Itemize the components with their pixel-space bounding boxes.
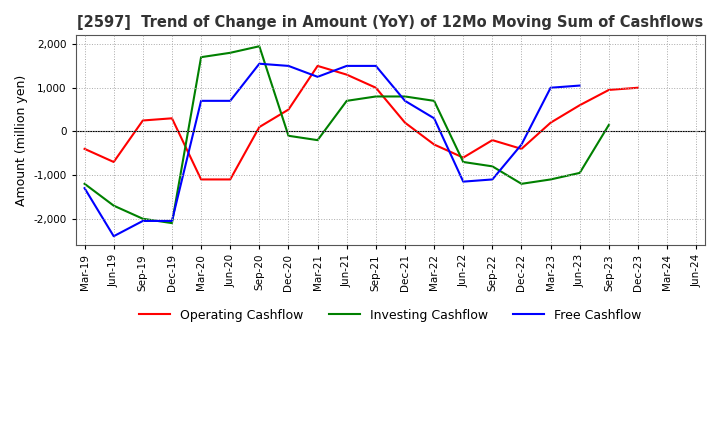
Investing Cashflow [605, 122, 613, 128]
Operating Cashflow [400, 120, 409, 125]
Free Cashflow [313, 74, 322, 80]
Investing Cashflow [226, 50, 235, 55]
Investing Cashflow [575, 170, 584, 176]
Free Cashflow [343, 63, 351, 69]
Operating Cashflow [168, 116, 176, 121]
Free Cashflow [488, 177, 497, 182]
Investing Cashflow [313, 138, 322, 143]
Operating Cashflow [459, 155, 467, 160]
Y-axis label: Amount (million yen): Amount (million yen) [15, 74, 28, 206]
Investing Cashflow [400, 94, 409, 99]
Free Cashflow [459, 179, 467, 184]
Investing Cashflow [517, 181, 526, 187]
Operating Cashflow [488, 138, 497, 143]
Investing Cashflow [255, 44, 264, 49]
Line: Operating Cashflow: Operating Cashflow [84, 66, 638, 180]
Operating Cashflow [284, 107, 293, 112]
Operating Cashflow [197, 177, 205, 182]
Operating Cashflow [517, 146, 526, 151]
Operating Cashflow [430, 142, 438, 147]
Free Cashflow [255, 61, 264, 66]
Investing Cashflow [284, 133, 293, 139]
Investing Cashflow [80, 181, 89, 187]
Operating Cashflow [138, 118, 147, 123]
Investing Cashflow [546, 177, 555, 182]
Operating Cashflow [343, 72, 351, 77]
Investing Cashflow [372, 94, 380, 99]
Title: [2597]  Trend of Change in Amount (YoY) of 12Mo Moving Sum of Cashflows: [2597] Trend of Change in Amount (YoY) o… [77, 15, 703, 30]
Investing Cashflow [109, 203, 118, 208]
Operating Cashflow [575, 103, 584, 108]
Investing Cashflow [168, 220, 176, 226]
Operating Cashflow [313, 63, 322, 69]
Free Cashflow [372, 63, 380, 69]
Free Cashflow [575, 83, 584, 88]
Operating Cashflow [372, 85, 380, 90]
Investing Cashflow [138, 216, 147, 221]
Free Cashflow [400, 98, 409, 103]
Line: Free Cashflow: Free Cashflow [84, 64, 580, 236]
Line: Investing Cashflow: Investing Cashflow [84, 46, 609, 223]
Free Cashflow [197, 98, 205, 103]
Investing Cashflow [459, 159, 467, 165]
Operating Cashflow [255, 125, 264, 130]
Operating Cashflow [546, 120, 555, 125]
Operating Cashflow [605, 87, 613, 92]
Free Cashflow [517, 142, 526, 147]
Operating Cashflow [634, 85, 642, 90]
Investing Cashflow [488, 164, 497, 169]
Legend: Operating Cashflow, Investing Cashflow, Free Cashflow: Operating Cashflow, Investing Cashflow, … [134, 304, 647, 327]
Free Cashflow [546, 85, 555, 90]
Investing Cashflow [343, 98, 351, 103]
Free Cashflow [80, 186, 89, 191]
Free Cashflow [168, 218, 176, 224]
Operating Cashflow [109, 159, 118, 165]
Free Cashflow [430, 116, 438, 121]
Free Cashflow [284, 63, 293, 69]
Investing Cashflow [430, 98, 438, 103]
Free Cashflow [138, 218, 147, 224]
Free Cashflow [226, 98, 235, 103]
Free Cashflow [109, 234, 118, 239]
Operating Cashflow [80, 146, 89, 151]
Operating Cashflow [226, 177, 235, 182]
Investing Cashflow [197, 55, 205, 60]
